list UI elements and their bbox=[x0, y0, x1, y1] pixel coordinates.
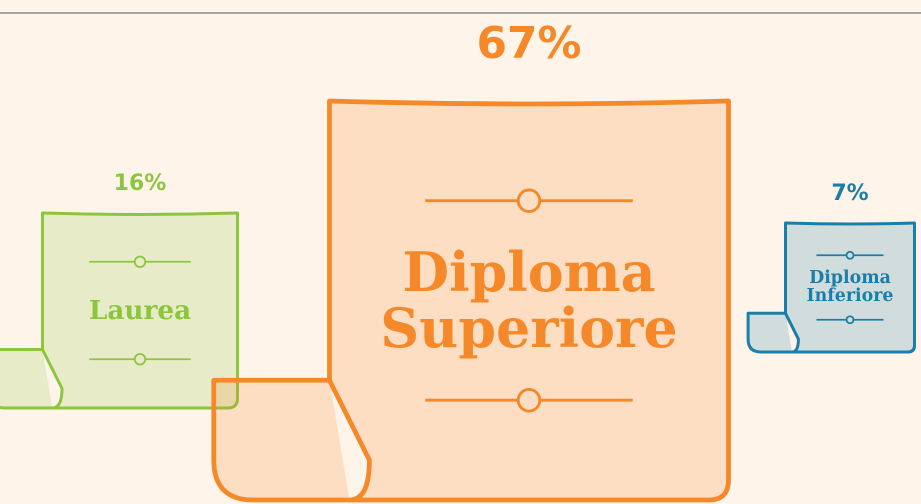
ornament-circle bbox=[516, 388, 542, 413]
ornament-circle bbox=[133, 255, 147, 268]
value-label: 67% bbox=[476, 17, 582, 69]
scroll-flap bbox=[746, 311, 792, 354]
ornament-circle bbox=[845, 250, 855, 260]
value-label: 7% bbox=[831, 181, 869, 207]
category-label: Diploma Superiore bbox=[380, 239, 678, 361]
scroll-flap bbox=[211, 377, 350, 503]
ornament-circle bbox=[133, 353, 147, 366]
ornament-circle bbox=[845, 315, 855, 325]
ornament-circle bbox=[516, 188, 542, 213]
scroll-flap bbox=[0, 348, 53, 410]
category-label: Diploma Inferiore bbox=[806, 268, 894, 307]
category-label: Laurea bbox=[88, 294, 192, 326]
value-label: 16% bbox=[113, 171, 167, 197]
